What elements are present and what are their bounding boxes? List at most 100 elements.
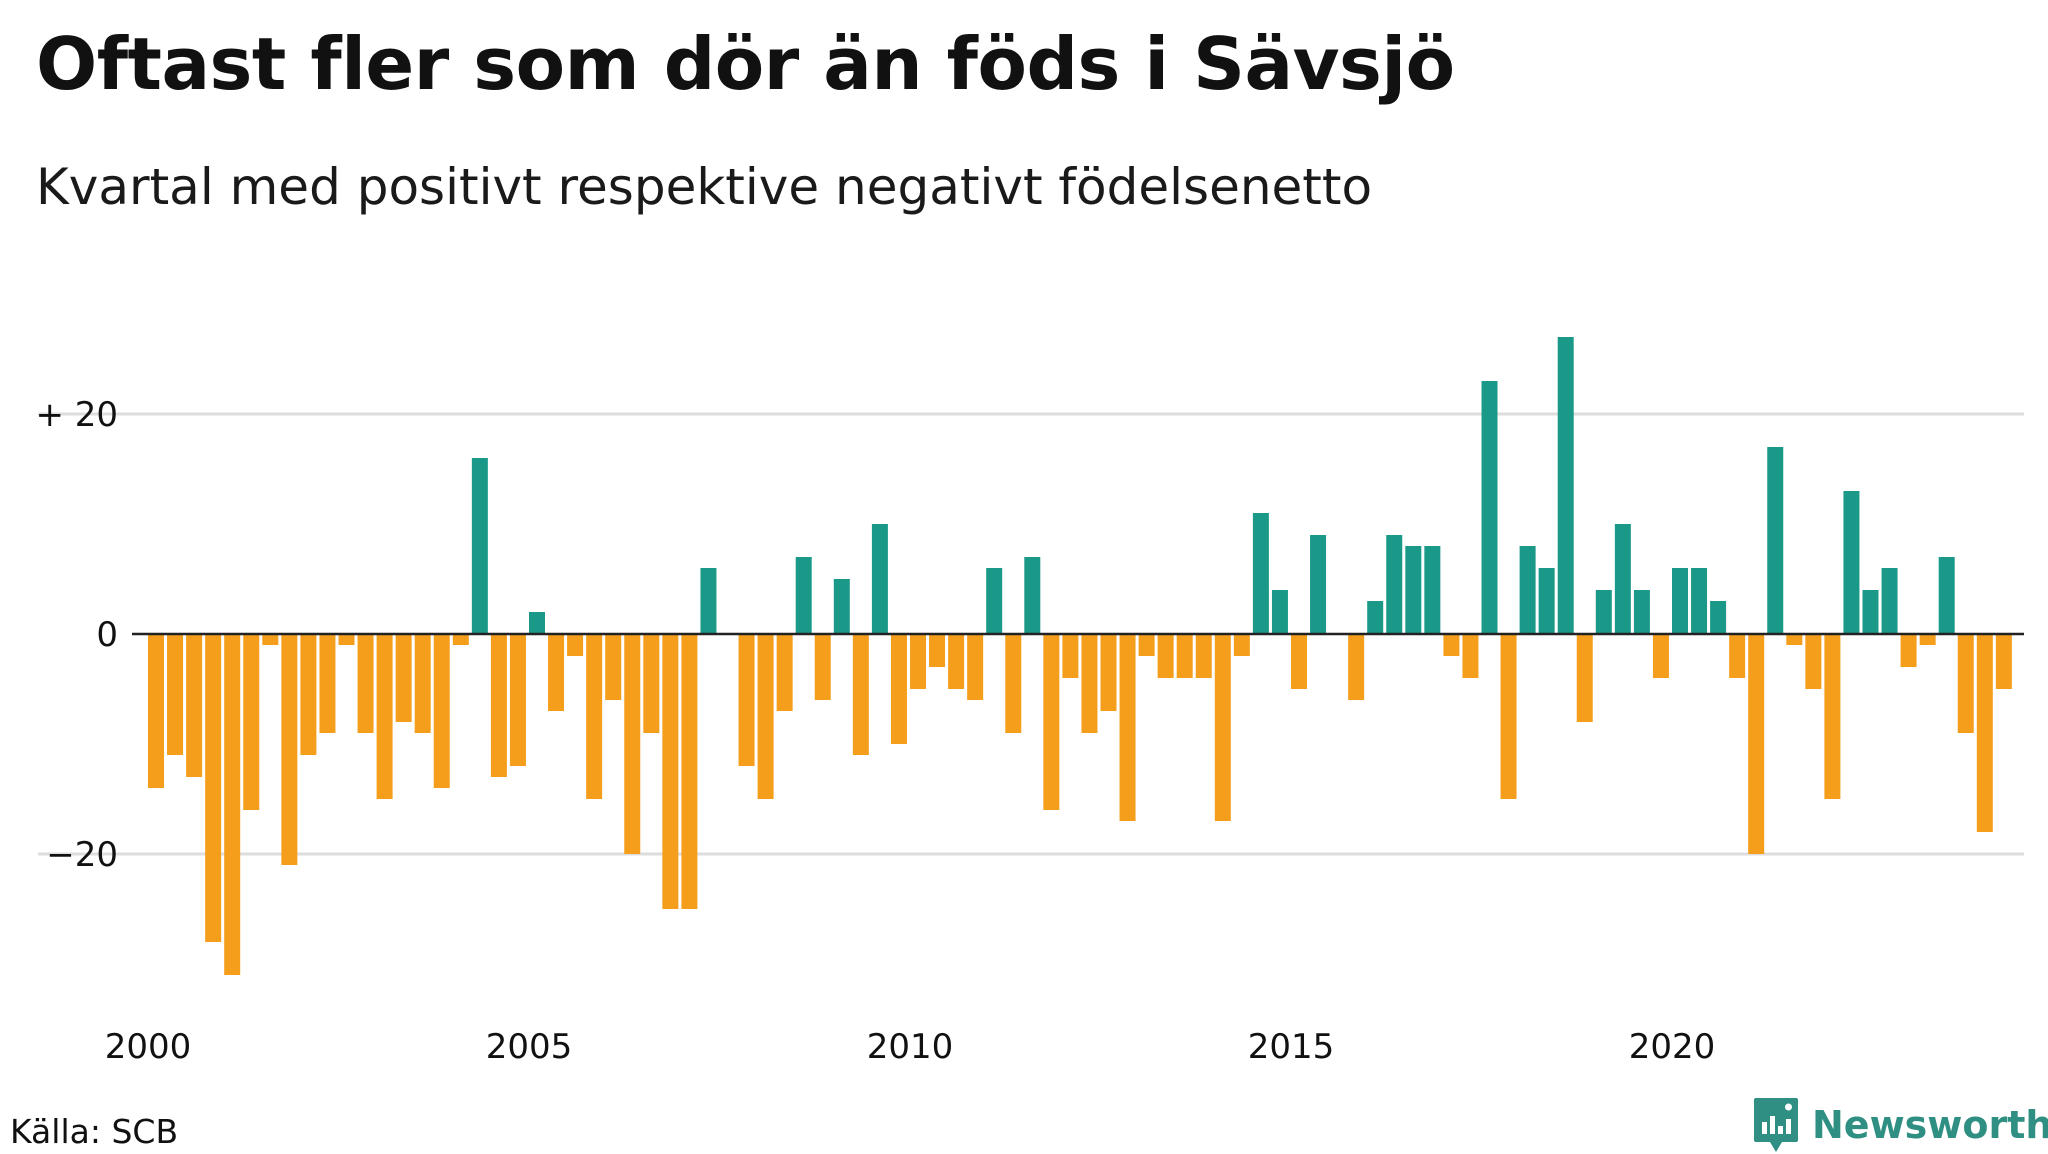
bar-negative: 2005K4: -15 xyxy=(586,634,603,799)
bar-negative: 2019K4: -4 xyxy=(1652,634,1669,678)
brand: Newsworthy xyxy=(1752,1096,2048,1154)
bar-positive: 2017K3: 23 xyxy=(1481,381,1498,634)
bar-negative: 2001K3: -1 xyxy=(262,634,279,645)
bar-positive: 2014K3: 11 xyxy=(1252,513,1269,634)
bar-negative: 2000K4: -28 xyxy=(205,634,222,942)
bar-negative: 2007K4: -12 xyxy=(738,634,755,766)
bar-negative: 2014K2: -2 xyxy=(1233,634,1250,656)
bar-negative: 2001K4: -21 xyxy=(281,634,298,865)
bar-negative: 2003K2: -8 xyxy=(395,634,412,722)
bar-negative: 2014K1: -17 xyxy=(1214,634,1231,821)
x-tick-label: 2015 xyxy=(1248,1027,1335,1067)
bar-negative: 2002K2: -9 xyxy=(319,634,336,733)
bar-negative: 2002K3: -1 xyxy=(338,634,355,645)
bar-positive: 2019K3: 4 xyxy=(1633,590,1650,634)
bar-positive: 2020K3: 3 xyxy=(1710,601,1727,634)
bar-negative: 2020K4: -4 xyxy=(1729,634,1746,678)
bar-positive: 2009K1: 5 xyxy=(833,579,850,634)
bar-negative: 2012K4: -17 xyxy=(1119,634,1136,821)
source-note: Källa: SCB xyxy=(10,1112,179,1151)
newsworthy-logo-icon xyxy=(1754,1098,1798,1152)
bar-positive: 2019K2: 10 xyxy=(1614,524,1631,634)
bar-negative: 2012K1: -4 xyxy=(1062,634,1079,678)
brand-name: Newsworthy xyxy=(1812,1103,2048,1147)
bar-positive: 2021K2: 17 xyxy=(1767,447,1784,634)
bar-negative: 2017K2: -4 xyxy=(1462,634,1479,678)
bar-negative: 2001K1: -31 xyxy=(224,634,241,975)
bar-positive: 2011K3: 7 xyxy=(1024,557,1041,634)
chart-title: Oftast fler som dör än föds i Sävsjö xyxy=(36,22,1455,106)
bar-positive: 2016K4: 8 xyxy=(1424,546,1441,634)
bar-negative: 2006K3: -9 xyxy=(643,634,660,733)
bar-negative: 2023K4: -9 xyxy=(1957,634,1974,733)
bar-negative: 2004K1: -1 xyxy=(452,634,469,645)
bar-positive: 2018K3: 27 xyxy=(1557,337,1574,634)
bar-positive: 2014K4: 4 xyxy=(1271,590,1288,634)
bar-negative: 2006K4: -25 xyxy=(662,634,679,909)
axes: + 20 0 −20 2000 2005 2010 2015 2020 xyxy=(35,395,2024,1067)
bar-negative: 2018K4: -8 xyxy=(1576,634,1593,722)
bar-negative: 2011K2: -9 xyxy=(1005,634,1022,733)
bar-negative: 2006K2: -20 xyxy=(624,634,641,854)
bar-negative: 2008K4: -6 xyxy=(814,634,831,700)
x-tick-label: 2010 xyxy=(867,1027,954,1067)
bar-negative: 2006K1: -6 xyxy=(605,634,622,700)
bar-negative: 2015K4: -6 xyxy=(1348,634,1365,700)
x-tick-label: 2005 xyxy=(486,1027,573,1067)
bar-negative: 2012K2: -9 xyxy=(1081,634,1098,733)
bar-negative: 2008K2: -7 xyxy=(776,634,793,711)
bar-positive: 2020K1: 6 xyxy=(1672,568,1688,634)
bar-negative: 2009K2: -11 xyxy=(852,634,869,755)
bar-negative: 2002K4: -9 xyxy=(357,634,374,733)
bar-positive: 2009K3: 10 xyxy=(871,524,888,634)
bar-negative: 2000K3: -13 xyxy=(186,634,203,777)
bar-negative: 2021K1: -20 xyxy=(1748,634,1765,854)
bar-positive: 2007K2: 6 xyxy=(700,568,717,634)
bar-negative: 2003K3: -9 xyxy=(414,634,431,733)
bar-positive: 2016K1: 3 xyxy=(1367,601,1384,634)
bar-negative: 2011K4: -16 xyxy=(1043,634,1060,810)
y-tick-label: 0 xyxy=(96,615,118,655)
bar-positive: 2022K3: 4 xyxy=(1862,590,1879,634)
bar-negative: 2013K1: -2 xyxy=(1138,634,1155,656)
bar-negative: 2004K3: -13 xyxy=(490,634,507,777)
bar-negative: 2012K3: -7 xyxy=(1100,634,1117,711)
bar-negative: 2023K2: -1 xyxy=(1919,634,1936,645)
bar-negative: 2005K2: -7 xyxy=(548,634,565,711)
bar-negative: 2000K1: -14 xyxy=(148,634,164,788)
bar-negative: 2017K1: -2 xyxy=(1443,634,1460,656)
bar-positive: 2022K2: 13 xyxy=(1843,491,1860,634)
bar-negative: 2009K4: -10 xyxy=(890,634,907,744)
bar-negative: 2024K2: -5 xyxy=(1995,634,2012,689)
bar-positive: 2018K1: 8 xyxy=(1519,546,1536,634)
bar-positive: 2008K3: 7 xyxy=(795,557,812,634)
bar-positive: 2016K2: 9 xyxy=(1386,535,1403,634)
bar-negative: 2001K2: -16 xyxy=(243,634,260,810)
bar-negative: 2013K3: -4 xyxy=(1176,634,1193,678)
bar-negative: 2023K1: -3 xyxy=(1900,634,1917,667)
bar-positive: 2016K3: 8 xyxy=(1405,546,1422,634)
bar-negative: 2021K4: -5 xyxy=(1805,634,1822,689)
bar-positive: 2023K3: 7 xyxy=(1938,557,1955,634)
bar-negative: 2000K2: -11 xyxy=(167,634,184,755)
bar-negative: 2002K1: -11 xyxy=(300,634,317,755)
bar-negative: 2017K4: -15 xyxy=(1500,634,1517,799)
grid-lines xyxy=(38,412,2024,856)
bar-positive: 2015K2: 9 xyxy=(1310,535,1327,634)
bar-negative: 2010K4: -6 xyxy=(967,634,984,700)
bar-negative: 2003K1: -15 xyxy=(376,634,393,799)
bar-negative: 2003K4: -14 xyxy=(433,634,450,788)
x-tick-label: 2000 xyxy=(105,1027,192,1067)
bar-negative: 2004K4: -12 xyxy=(509,634,526,766)
bar-negative: 2007K1: -25 xyxy=(681,634,698,909)
bar-negative: 2022K1: -15 xyxy=(1824,634,1841,799)
bar-negative: 2024K1: -18 xyxy=(1976,634,1993,832)
bar-negative: 2021K3: -1 xyxy=(1786,634,1803,645)
bar-negative: 2013K2: -4 xyxy=(1157,634,1174,678)
bar-positive: 2020K2: 6 xyxy=(1691,568,1708,634)
bars: 2000K1: -142000K2: -112000K3: -132000K4:… xyxy=(148,337,2012,975)
bar-negative: 2015K1: -5 xyxy=(1291,634,1307,689)
y-tick-label: + 20 xyxy=(35,395,118,435)
chart-subtitle: Kvartal med positivt respektive negativt… xyxy=(36,158,1373,216)
